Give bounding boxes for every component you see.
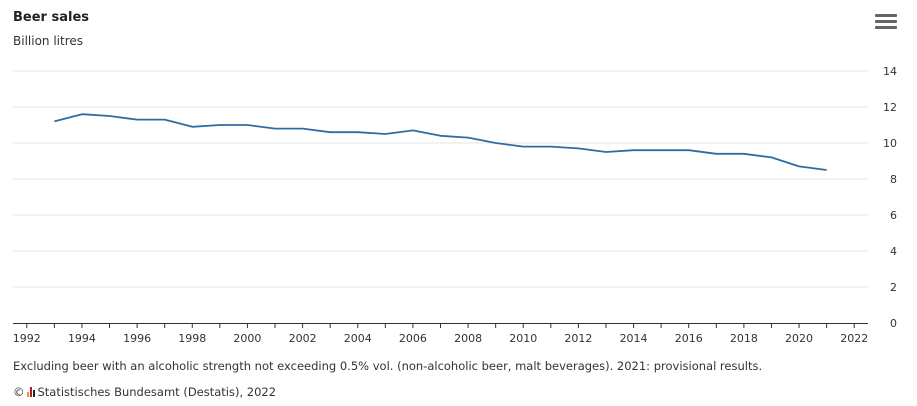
x-tick-label: 2016 — [675, 332, 703, 345]
x-tick-label: 2012 — [564, 332, 592, 345]
x-tick-label: 2020 — [785, 332, 813, 345]
grid-lines — [13, 70, 868, 288]
y-axis: 0 2 4 6 8 10 12 14 — [883, 65, 897, 330]
destatis-logo-icon — [26, 387, 35, 397]
copyright-symbol: © — [13, 385, 25, 399]
x-tick-label: 2004 — [344, 332, 372, 345]
chart-footnote: Excluding beer with an alcoholic strengt… — [13, 359, 763, 373]
y-tick-label: 6 — [890, 209, 897, 222]
y-tick-label: 12 — [883, 101, 897, 114]
y-tick-label: 10 — [883, 137, 897, 150]
x-tick-label: 2018 — [730, 332, 758, 345]
y-tick-label: 14 — [883, 65, 897, 78]
series-layer — [54, 113, 827, 171]
hamburger-menu-icon[interactable] — [875, 14, 897, 34]
x-axis — [13, 323, 868, 328]
y-tick-label: 2 — [890, 281, 897, 294]
y-tick-label: 8 — [890, 173, 897, 186]
chart-subtitle: Billion litres — [13, 34, 84, 48]
x-tick-label: 1994 — [68, 332, 96, 345]
x-tick-label: 2010 — [509, 332, 537, 345]
x-tick-label: 2002 — [289, 332, 317, 345]
y-tick-label: 0 — [890, 317, 897, 330]
x-tick-label: 2008 — [454, 332, 482, 345]
x-axis-labels: 1992 1994 1996 1998 2000 2002 2004 2006 2008 2010… — [13, 332, 868, 345]
x-tick-label: 2014 — [620, 332, 648, 345]
x-tick-label: 1998 — [178, 332, 206, 345]
source-line: © Statistisches Bundesamt (Destatis), 20… — [13, 385, 276, 399]
x-tick-label: 2022 — [840, 332, 868, 345]
y-tick-label: 4 — [890, 245, 897, 258]
x-tick-label: 2000 — [233, 332, 261, 345]
series-line-0 — [54, 113, 827, 171]
chart-title: Beer sales — [13, 10, 90, 25]
x-tick-label: 1992 — [13, 332, 41, 345]
x-tick-label: 1996 — [123, 332, 151, 345]
x-tick-label: 2006 — [399, 332, 427, 345]
source-text: Statistisches Bundesamt (Destatis), 2022 — [37, 385, 277, 399]
